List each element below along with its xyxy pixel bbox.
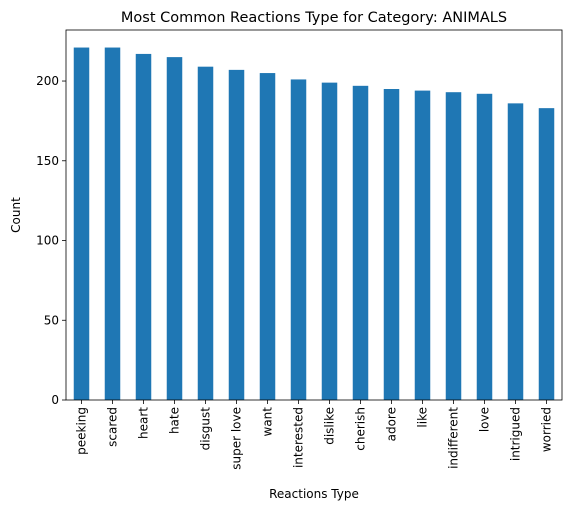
x-tick-label: interested bbox=[292, 407, 306, 468]
x-tick-label: hate bbox=[168, 407, 182, 434]
bar-dislike bbox=[321, 82, 338, 401]
x-axis-label: Reactions Type bbox=[269, 487, 359, 501]
x-tick-label: intrigued bbox=[509, 407, 523, 461]
y-axis-ticks: 0 50 100 150 200 bbox=[36, 74, 66, 407]
y-tick-label: 0 bbox=[51, 393, 59, 407]
bar-love bbox=[476, 93, 493, 401]
x-tick-label: heart bbox=[137, 407, 151, 439]
bar-scared bbox=[104, 47, 121, 401]
bar-want bbox=[259, 73, 276, 400]
y-axis-label: Count bbox=[9, 197, 23, 233]
chart-title: Most Common Reactions Type for Category:… bbox=[121, 10, 507, 26]
plot-frame bbox=[65, 29, 563, 401]
bar-worried bbox=[538, 108, 555, 401]
bars-group bbox=[73, 47, 555, 401]
bar-intrigued bbox=[507, 103, 524, 401]
x-tick-label: indifferent bbox=[447, 407, 461, 469]
x-tick-label: scared bbox=[106, 407, 120, 447]
x-axis-ticks: peeking scared heart hate disgust super love w… bbox=[75, 400, 554, 470]
x-tick-label: disgust bbox=[199, 407, 213, 451]
x-tick-label: cherish bbox=[354, 407, 368, 451]
bar-super-love bbox=[228, 69, 245, 400]
bar-peeking bbox=[73, 47, 90, 401]
x-tick-label: adore bbox=[385, 407, 399, 441]
x-tick-label: peeking bbox=[75, 407, 89, 455]
bar-cherish bbox=[352, 85, 369, 400]
bar-disgust bbox=[197, 66, 214, 401]
x-tick-label: love bbox=[478, 407, 492, 432]
x-tick-label: want bbox=[261, 407, 275, 437]
bar-interested bbox=[290, 79, 307, 401]
y-tick-label: 100 bbox=[36, 234, 59, 248]
y-tick-label: 50 bbox=[44, 313, 59, 327]
x-tick-label: worried bbox=[540, 407, 554, 452]
x-tick-label: super love bbox=[230, 407, 244, 470]
y-tick-label: 150 bbox=[36, 154, 59, 168]
bar-like bbox=[414, 90, 431, 400]
x-tick-label: like bbox=[416, 407, 430, 428]
bar-adore bbox=[383, 89, 400, 401]
bar-hate bbox=[166, 57, 183, 401]
bar-indifferent bbox=[445, 92, 462, 400]
x-tick-label: dislike bbox=[323, 407, 337, 445]
y-tick-label: 200 bbox=[36, 74, 59, 88]
bar-heart bbox=[135, 53, 152, 400]
